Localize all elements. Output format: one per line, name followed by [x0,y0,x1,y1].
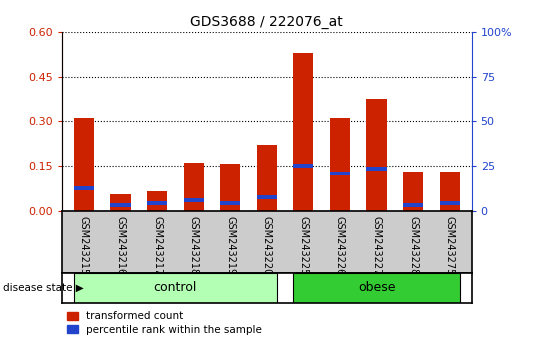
Text: GSM243218: GSM243218 [189,216,199,275]
Bar [257,145,277,211]
Text: GSM243226: GSM243226 [335,216,345,275]
Bar [440,172,460,211]
Bar [293,273,460,303]
Bar [440,201,460,205]
Text: obese: obese [358,281,395,294]
Bar [74,118,94,211]
Text: disease state ▶: disease state ▶ [3,282,84,293]
Bar [293,164,314,168]
Bar [110,204,130,207]
Text: GSM243225: GSM243225 [299,216,308,275]
Bar [257,195,277,199]
Bar [293,53,314,211]
Bar [110,194,130,211]
Text: GSM243227: GSM243227 [371,216,382,275]
Bar [220,165,240,211]
Bar [147,191,167,211]
Legend: transformed count, percentile rank within the sample: transformed count, percentile rank withi… [67,312,262,335]
Bar [184,163,204,211]
Text: GSM243219: GSM243219 [225,216,235,275]
Text: GSM243216: GSM243216 [115,216,126,275]
Bar [403,204,423,207]
Text: GSM243215: GSM243215 [79,216,89,275]
Title: GDS3688 / 222076_at: GDS3688 / 222076_at [190,16,343,29]
Bar [367,167,386,171]
Bar [147,201,167,205]
Bar [403,172,423,211]
Bar [367,99,386,211]
Text: GSM243275: GSM243275 [445,216,455,275]
Bar [74,187,94,190]
Bar [74,273,277,303]
Bar [330,172,350,175]
Bar [184,198,204,202]
Text: GSM243217: GSM243217 [152,216,162,275]
Bar [220,201,240,205]
Bar [330,118,350,211]
Text: control: control [154,281,197,294]
Text: GSM243220: GSM243220 [262,216,272,275]
Text: GSM243228: GSM243228 [408,216,418,275]
